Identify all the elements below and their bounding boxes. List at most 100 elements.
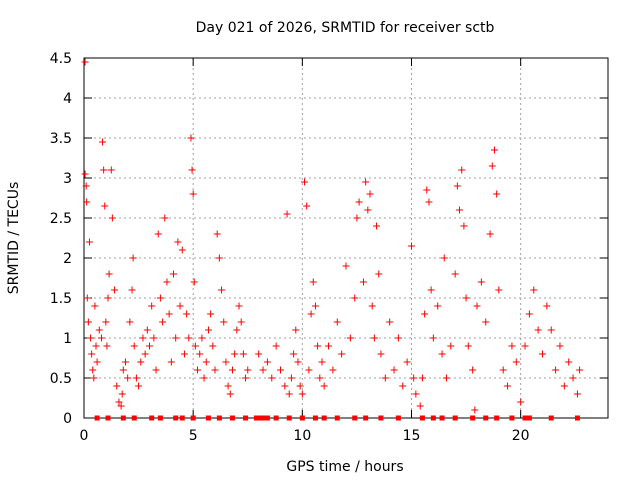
- data-point: [135, 382, 143, 390]
- data-point: [129, 254, 137, 262]
- y-tick-label: 2.5: [50, 211, 72, 227]
- zero-marker: [352, 415, 358, 421]
- data-point: [170, 270, 178, 278]
- zero-marker: [439, 415, 445, 421]
- data-point: [488, 162, 496, 170]
- zero-marker: [522, 415, 528, 421]
- data-point: [565, 358, 573, 366]
- data-point: [81, 170, 89, 178]
- data-point: [84, 318, 92, 326]
- data-point: [456, 206, 464, 214]
- data-point: [113, 382, 121, 390]
- data-point: [429, 334, 437, 342]
- zero-marker: [509, 415, 515, 421]
- data-point: [172, 334, 180, 342]
- data-point: [318, 358, 326, 366]
- y-tick-label: 0: [63, 411, 72, 427]
- x-axis-label: GPS time / hours: [286, 459, 403, 475]
- data-point: [95, 326, 103, 334]
- data-point: [408, 242, 415, 250]
- zero-marker: [264, 415, 270, 421]
- data-point: [434, 302, 442, 310]
- zero-marker: [312, 415, 318, 421]
- data-point: [355, 198, 363, 206]
- data-point: [128, 286, 136, 294]
- zero-marker: [149, 415, 155, 421]
- y-tick-label: 0.5: [50, 371, 72, 387]
- data-point: [362, 178, 370, 186]
- zero-marker: [430, 415, 436, 421]
- zero-marker: [363, 415, 369, 421]
- data-point: [204, 326, 212, 334]
- data-point: [386, 318, 394, 326]
- x-tick-label: 15: [403, 428, 421, 444]
- data-point: [228, 366, 236, 374]
- data-point: [320, 382, 328, 390]
- data-point: [277, 366, 284, 374]
- data-point: [191, 342, 199, 350]
- data-point: [83, 294, 91, 302]
- zero-marker: [494, 415, 500, 421]
- data-point: [146, 342, 153, 350]
- data-point: [412, 390, 420, 398]
- zero-marker: [179, 415, 185, 421]
- data-point: [222, 358, 230, 366]
- data-point: [268, 374, 276, 382]
- data-point: [139, 334, 147, 342]
- data-point: [121, 358, 129, 366]
- data-point: [220, 318, 228, 326]
- data-point: [231, 350, 239, 358]
- data-point: [194, 366, 202, 374]
- data-point: [418, 374, 426, 382]
- data-point: [569, 374, 577, 382]
- data-point: [333, 318, 341, 326]
- data-point: [440, 254, 448, 262]
- zero-marker: [157, 415, 163, 421]
- data-point: [119, 366, 127, 374]
- data-point: [141, 350, 149, 358]
- data-point: [469, 366, 477, 374]
- data-point: [364, 206, 372, 214]
- data-point: [305, 366, 313, 374]
- data-point: [87, 334, 95, 342]
- data-point: [185, 334, 193, 342]
- data-point: [237, 318, 245, 326]
- data-point: [218, 286, 226, 294]
- data-point: [301, 178, 309, 186]
- zero-marker: [483, 415, 489, 421]
- data-point: [102, 318, 110, 326]
- data-point: [477, 278, 485, 286]
- zero-marker: [229, 415, 235, 421]
- data-point: [107, 166, 115, 174]
- zero-marker: [190, 415, 196, 421]
- x-tick-label: 5: [189, 428, 198, 444]
- data-point: [368, 302, 376, 310]
- data-point: [118, 390, 126, 398]
- data-point: [543, 302, 551, 310]
- data-point: [464, 342, 472, 350]
- data-point: [93, 358, 101, 366]
- zero-marker: [395, 415, 401, 421]
- data-point: [190, 278, 198, 286]
- data-point: [377, 350, 385, 358]
- data-point: [90, 374, 98, 382]
- data-point: [416, 402, 424, 410]
- data-point: [482, 318, 490, 326]
- data-point: [390, 366, 398, 374]
- data-point: [486, 230, 494, 238]
- data-point: [156, 294, 164, 302]
- data-point: [117, 402, 125, 410]
- data-point: [311, 302, 319, 310]
- data-point: [97, 334, 105, 342]
- data-point: [105, 270, 113, 278]
- grid-lines: [84, 58, 608, 418]
- data-point: [552, 366, 560, 374]
- data-point: [296, 382, 304, 390]
- data-point: [287, 374, 295, 382]
- data-point: [403, 358, 411, 366]
- zero-marker: [334, 415, 340, 421]
- data-point: [451, 270, 459, 278]
- data-point: [163, 278, 171, 286]
- data-point: [460, 222, 468, 230]
- data-point: [338, 350, 346, 358]
